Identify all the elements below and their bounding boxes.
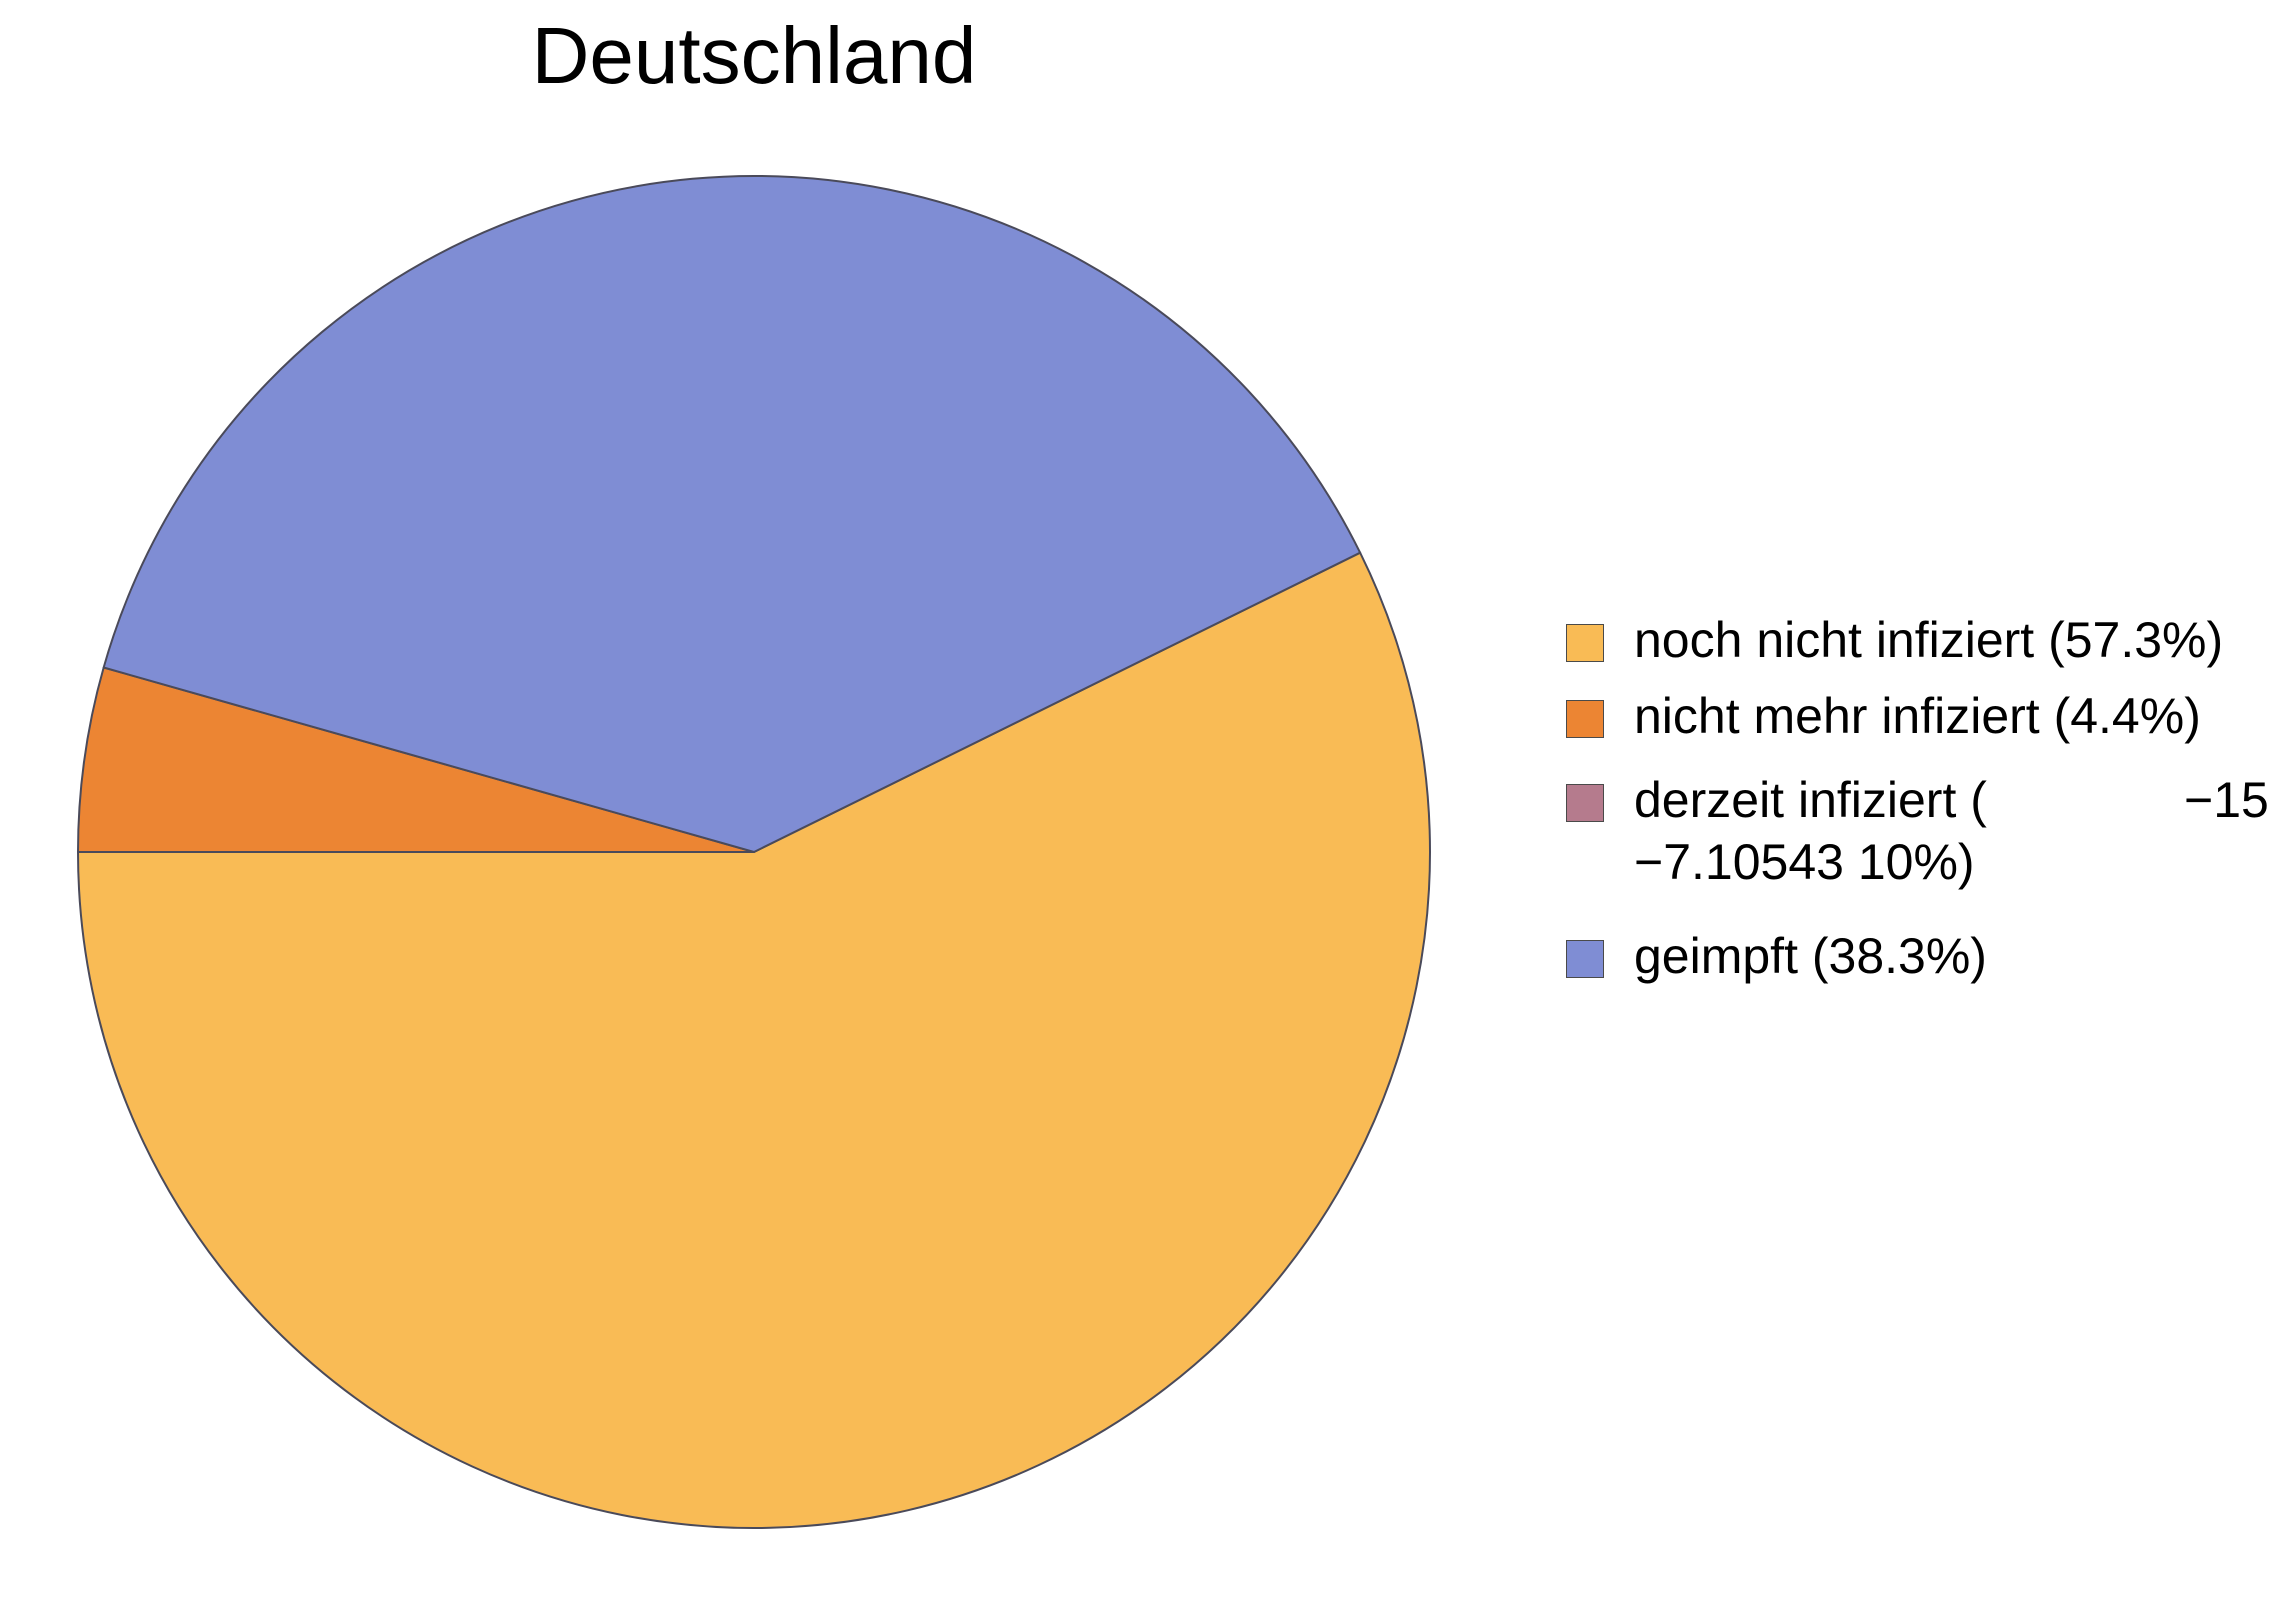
legend-swatch-geimpft: [1566, 940, 1604, 978]
legend-swatch-noch-nicht-infiziert: [1566, 624, 1604, 662]
legend-label-derzeit-infiziert-exponent: −15: [2184, 772, 2269, 828]
pie-slice-noch-nicht-infiziert: [77, 551, 1431, 1529]
legend-swatch-nicht-mehr-infiziert: [1566, 700, 1604, 738]
legend-item-nicht-mehr-infiziert: nicht mehr infiziert (4.4%): [1566, 688, 2296, 744]
pie-slices: [77, 175, 1431, 1529]
legend-label-nicht-mehr-infiziert: nicht mehr infiziert (4.4%): [1634, 688, 2201, 744]
legend-label-noch-nicht-infiziert: noch nicht infiziert (57.3%): [1634, 612, 2224, 668]
pie-slice-geimpft: [102, 175, 1362, 853]
legend-label-derzeit-infiziert: derzeit infiziert (: [1634, 772, 1987, 828]
legend-label-derzeit-infiziert-line2: −7.10543 10%): [1634, 834, 1975, 890]
legend-item-derzeit-infiziert: derzeit infiziert ( −15 −7.10543 10%): [1566, 772, 2296, 892]
pie-slice-nicht-mehr-infiziert: [77, 666, 755, 853]
legend-label-geimpft: geimpft (38.3%): [1634, 928, 1987, 984]
pie-chart: [77, 175, 1431, 1529]
legend-swatch-derzeit-infiziert: [1566, 784, 1604, 822]
legend-item-noch-nicht-infiziert: noch nicht infiziert (57.3%): [1566, 612, 2296, 668]
chart-title: Deutschland: [531, 11, 977, 100]
legend-item-geimpft: geimpft (38.3%): [1566, 928, 2296, 984]
